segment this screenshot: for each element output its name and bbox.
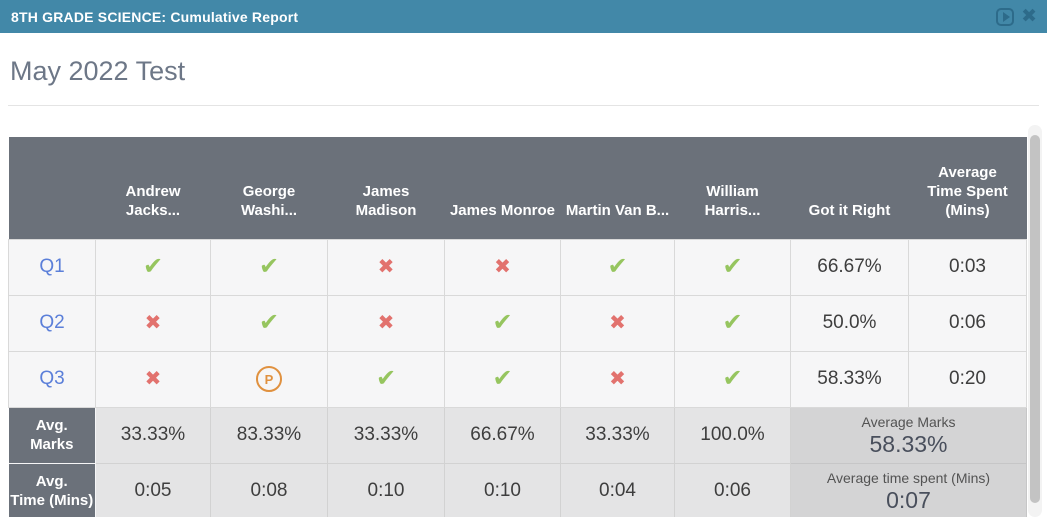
avg-time-row: Avg. Time (Mins) 0:05 0:08 0:10 0:10 0:0… (8, 462, 1027, 517)
report-title: 8TH GRADE SCIENCE: Cumulative Report (11, 8, 299, 25)
avg-time-spent-header: Average Time Spent (Mins) (908, 137, 1027, 239)
correct-icon: ✔ (722, 253, 743, 280)
question-row: Q2 ✖ ✔ ✖ ✔ ✖ ✔ 50.0% 0:06 (8, 294, 1027, 352)
student-header: George Washi... (210, 137, 328, 239)
vertical-scrollbar (1028, 125, 1042, 517)
incorrect-icon: ✖ (377, 255, 395, 278)
average-marks-summary: Average Marks 58.33% (790, 406, 1027, 464)
question-link-q2[interactable]: Q2 (8, 294, 96, 352)
correct-icon: ✔ (375, 365, 397, 392)
avg-marks-label: Avg. Marks (8, 406, 96, 464)
incorrect-icon: ✖ (144, 311, 162, 334)
correct-icon: ✔ (722, 365, 743, 392)
average-marks-summary-value: 58.33% (869, 430, 948, 457)
present-icon[interactable] (996, 7, 1015, 26)
close-icon[interactable]: ✖ (1021, 6, 1037, 27)
correct-icon: ✔ (142, 253, 164, 280)
avg-time-value: 0:06 (908, 294, 1027, 352)
correct-icon: ✔ (492, 365, 513, 392)
avg-time-value: 0:04 (560, 462, 675, 517)
avg-marks-value: 66.67% (444, 406, 561, 464)
incorrect-icon: ✖ (609, 367, 626, 390)
avg-time-value: 0:10 (327, 462, 445, 517)
incorrect-icon: ✖ (494, 255, 511, 278)
avg-marks-value: 83.33% (210, 406, 328, 464)
question-link-q3[interactable]: Q3 (8, 350, 96, 408)
avg-marks-value: 33.33% (560, 406, 675, 464)
correct-icon: ✔ (492, 309, 513, 336)
average-time-summary-label: Average time spent (Mins) (826, 469, 991, 486)
student-header: Martin Van B... (560, 137, 675, 239)
avg-marks-row: Avg. Marks 33.33% 83.33% 33.33% 66.67% 3… (8, 406, 1027, 464)
correct-icon: ✔ (258, 253, 280, 280)
question-row: Q1 ✔ ✔ ✖ ✖ ✔ ✔ 66.67% 0:03 (8, 238, 1027, 296)
average-time-summary: Average time spent (Mins) 0:07 (790, 462, 1027, 517)
correct-icon: ✔ (607, 253, 628, 280)
question-link-q1[interactable]: Q1 (8, 238, 96, 296)
question-row: Q3 ✖ P ✔ ✔ ✖ ✔ 58.33% 0:20 (8, 350, 1027, 408)
avg-time-value: 0:20 (908, 350, 1027, 408)
avg-time-value: 0:10 (444, 462, 561, 517)
got-it-right-header: Got it Right (790, 137, 909, 239)
avg-time-label: Avg. Time (Mins) (8, 462, 96, 517)
cumulative-report-table: Andrew Jacks... George Washi... James Ma… (8, 137, 1047, 517)
got-it-right-value: 66.67% (790, 238, 909, 296)
got-it-right-value: 50.0% (790, 294, 909, 352)
header-row: Andrew Jacks... George Washi... James Ma… (8, 137, 1027, 239)
student-header: James Monroe (444, 137, 561, 239)
partial-icon: P (256, 366, 282, 392)
incorrect-icon: ✖ (609, 311, 626, 334)
correct-icon: ✔ (258, 309, 280, 336)
avg-time-value: 0:03 (908, 238, 1027, 296)
avg-marks-value: 33.33% (327, 406, 445, 464)
avg-time-value: 0:06 (674, 462, 791, 517)
average-marks-summary-label: Average Marks (861, 413, 956, 430)
corner-header (8, 137, 96, 239)
incorrect-icon: ✖ (377, 311, 395, 334)
student-header: William Harris... (674, 137, 791, 239)
avg-marks-value: 100.0% (674, 406, 791, 464)
titlebar-actions: ✖ (996, 7, 1037, 26)
page-title: May 2022 Test (10, 56, 186, 86)
play-triangle-icon (1002, 11, 1010, 22)
scrollbar-thumb[interactable] (1030, 135, 1040, 503)
student-header: James Madison (327, 137, 445, 239)
avg-time-value: 0:05 (95, 462, 211, 517)
avg-marks-value: 33.33% (95, 406, 211, 464)
divider (8, 105, 1039, 106)
correct-icon: ✔ (722, 309, 743, 336)
got-it-right-value: 58.33% (790, 350, 909, 408)
incorrect-icon: ✖ (144, 367, 162, 390)
average-time-summary-value: 0:07 (886, 486, 931, 513)
avg-time-value: 0:08 (210, 462, 328, 517)
student-header: Andrew Jacks... (95, 137, 211, 239)
titlebar: 8TH GRADE SCIENCE: Cumulative Report ✖ (0, 0, 1047, 33)
